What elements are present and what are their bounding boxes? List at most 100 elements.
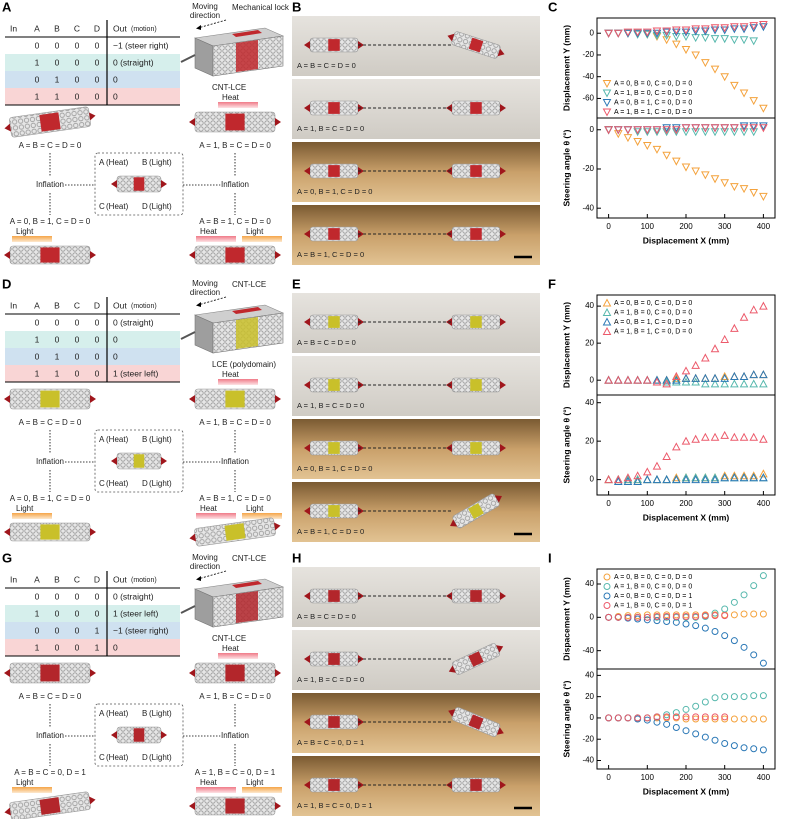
end-arrow bbox=[89, 796, 96, 805]
table-cell: 0 bbox=[55, 334, 60, 344]
y-tick-label: 40 bbox=[585, 398, 594, 407]
data-point bbox=[682, 713, 690, 721]
robot bbox=[446, 440, 506, 456]
end-arrow bbox=[496, 645, 504, 653]
data-point bbox=[652, 128, 662, 137]
x-tick-label: 0 bbox=[606, 773, 611, 782]
robot bbox=[448, 643, 504, 675]
table-cell: 0 bbox=[95, 591, 100, 601]
input-key: B bbox=[142, 709, 147, 718]
end-arrow bbox=[189, 669, 195, 677]
table-header-note: (motion) bbox=[131, 26, 157, 33]
table-cell: 1 bbox=[35, 91, 40, 101]
data-point bbox=[613, 476, 623, 486]
data-point bbox=[711, 694, 719, 702]
robot bbox=[447, 31, 505, 59]
robot-actuator bbox=[470, 228, 482, 240]
legend-marker bbox=[602, 317, 612, 326]
end-arrow bbox=[90, 395, 96, 403]
data-point bbox=[691, 473, 701, 482]
data-point bbox=[671, 128, 681, 137]
data-point bbox=[642, 29, 652, 38]
device-actuator bbox=[236, 40, 258, 72]
input-key: B bbox=[142, 158, 147, 167]
data-point bbox=[750, 610, 758, 618]
state-label: A = 1, B = C = D = 0 bbox=[199, 141, 271, 150]
data-point bbox=[643, 616, 651, 624]
data-point bbox=[633, 30, 642, 39]
data-point bbox=[662, 124, 671, 133]
data-point bbox=[740, 693, 748, 701]
table-cell: 0 (straight) bbox=[113, 57, 154, 67]
device-label: Moving bbox=[192, 2, 218, 11]
data-point bbox=[711, 612, 719, 620]
table-cell: 0 bbox=[75, 334, 80, 344]
table-cell: 0 (straight) bbox=[113, 317, 154, 327]
data-point bbox=[710, 65, 720, 74]
robot-actuator bbox=[470, 165, 482, 177]
data-point bbox=[720, 35, 730, 44]
data-point bbox=[653, 617, 661, 625]
table-cell: 0 bbox=[95, 74, 100, 84]
data-point bbox=[739, 471, 749, 480]
data-point bbox=[613, 126, 623, 135]
robot bbox=[189, 111, 281, 133]
end-arrow bbox=[494, 495, 502, 503]
robot bbox=[446, 163, 506, 179]
end-arrow bbox=[500, 381, 506, 389]
input-mode: (Heat) bbox=[106, 479, 129, 488]
robot-actuator bbox=[225, 664, 245, 682]
x-tick-label: 200 bbox=[679, 499, 693, 508]
data-point bbox=[692, 702, 700, 710]
data-point bbox=[759, 23, 768, 32]
table-header: Out bbox=[113, 23, 127, 33]
legend-label: A = 0, B = 0, C = 0, D = 0 bbox=[614, 574, 692, 581]
data-point bbox=[681, 163, 691, 172]
data-point bbox=[720, 471, 730, 480]
table-cell: 1 bbox=[55, 368, 60, 378]
robot-actuator bbox=[225, 113, 245, 131]
data-point bbox=[692, 730, 700, 738]
data-point bbox=[701, 473, 710, 482]
data-point bbox=[623, 375, 633, 384]
table-row-bg bbox=[5, 37, 180, 54]
data-point bbox=[701, 475, 710, 484]
data-point bbox=[662, 379, 671, 388]
data-point bbox=[750, 651, 758, 659]
end-arrow bbox=[4, 807, 11, 816]
data-point bbox=[701, 373, 710, 382]
end-arrow bbox=[500, 781, 506, 789]
x-tick-label: 100 bbox=[641, 773, 655, 782]
data-point bbox=[740, 744, 748, 752]
panel-letter: I bbox=[548, 550, 552, 565]
table-cell: 0 bbox=[55, 591, 60, 601]
x-tick-label: 300 bbox=[718, 499, 732, 508]
robot-actuator bbox=[328, 165, 340, 177]
data-point bbox=[681, 366, 691, 375]
inflation-label: Inflation bbox=[221, 457, 249, 466]
table-cell: 1 bbox=[95, 642, 100, 652]
table-cell: 0 bbox=[55, 317, 60, 327]
data-point bbox=[623, 473, 633, 482]
plot-frame bbox=[596, 117, 776, 219]
end-arrow bbox=[304, 41, 310, 49]
device-label: direction bbox=[190, 11, 220, 20]
data-point bbox=[691, 360, 701, 369]
data-point bbox=[681, 46, 691, 55]
data-point bbox=[672, 613, 680, 620]
legend-marker bbox=[602, 80, 612, 89]
data-point bbox=[623, 476, 633, 486]
table-row-bg bbox=[5, 365, 180, 382]
table-cell: 0 bbox=[75, 608, 80, 618]
data-point bbox=[749, 471, 759, 480]
data-point bbox=[739, 25, 749, 34]
data-point bbox=[652, 126, 662, 135]
data-point bbox=[750, 582, 758, 590]
robot-actuator bbox=[328, 316, 340, 328]
table-cell: 1 bbox=[55, 74, 60, 84]
data-point bbox=[701, 25, 710, 34]
data-point bbox=[701, 59, 710, 68]
y-tick-label: 40 bbox=[585, 670, 594, 679]
data-point bbox=[750, 745, 758, 753]
